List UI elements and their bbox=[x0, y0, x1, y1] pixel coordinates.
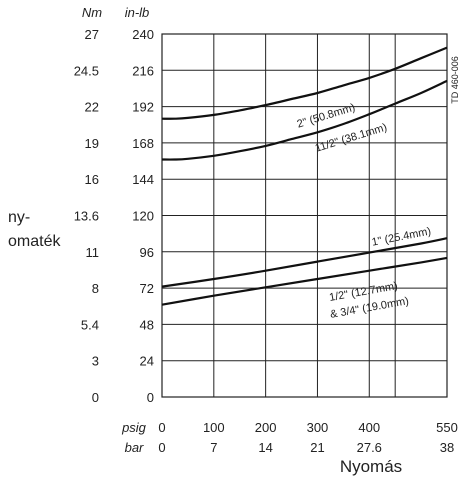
y-tick-inlb-5: 120 bbox=[132, 209, 154, 224]
y-tick-inlb-2: 48 bbox=[140, 317, 154, 332]
y-tick-nm-6: 16 bbox=[85, 172, 99, 187]
x-tick-psig-1: 100 bbox=[203, 420, 225, 435]
y-tick-nm-10: 27 bbox=[85, 27, 99, 42]
y-tick-inlb-10: 240 bbox=[132, 27, 154, 42]
x-tick-psig-5: 550 bbox=[436, 420, 458, 435]
series-line-1 bbox=[161, 79, 448, 161]
x-tick-bar-4: 27.6 bbox=[357, 440, 382, 455]
doc-code: TD 460-006 bbox=[450, 56, 460, 104]
curve-label-0: 2" (50.8mm) bbox=[296, 102, 357, 131]
y-tick-nm-1: 3 bbox=[92, 354, 99, 369]
x-tick-psig-0: 0 bbox=[158, 420, 165, 435]
y-tick-inlb-1: 24 bbox=[140, 354, 154, 369]
y-tick-nm-8: 22 bbox=[85, 100, 99, 115]
y-tick-nm-7: 19 bbox=[85, 136, 99, 151]
y-tick-inlb-6: 144 bbox=[132, 172, 154, 187]
x-tick-bar-1: 7 bbox=[210, 440, 217, 455]
y-tick-inlb-0: 0 bbox=[147, 390, 154, 405]
series-line-3 bbox=[161, 256, 448, 306]
y-tick-inlb-7: 168 bbox=[132, 136, 154, 151]
x-unit-psig: psig bbox=[121, 420, 147, 435]
x-tick-bar-0: 0 bbox=[158, 440, 165, 455]
y-tick-nm-9: 24.5 bbox=[74, 63, 99, 78]
y-tick-nm-2: 5.4 bbox=[81, 317, 99, 332]
y-axis-title-line-1: ny- bbox=[8, 209, 30, 226]
y-tick-inlb-4: 96 bbox=[140, 245, 154, 260]
y-tick-nm-0: 0 bbox=[92, 390, 99, 405]
curve-label-2: 1" (25.4mm) bbox=[371, 225, 432, 248]
x-unit-bar: bar bbox=[125, 440, 144, 455]
plot-frame bbox=[161, 33, 448, 398]
series-line-0 bbox=[161, 46, 448, 120]
y-tick-inlb-9: 216 bbox=[132, 63, 154, 78]
x-tick-bar-5: 38 bbox=[440, 440, 454, 455]
y-unit-nm: Nm bbox=[82, 5, 102, 20]
x-axis-title: Nyomás bbox=[340, 457, 402, 476]
curve-label-1: 11/2" (38.1mm) bbox=[314, 121, 389, 154]
y-tick-nm-4: 11 bbox=[86, 245, 100, 260]
y-axis-title-line-2: omaték bbox=[8, 233, 61, 250]
y-tick-inlb-3: 72 bbox=[140, 281, 154, 296]
curve-layer bbox=[161, 46, 448, 306]
y-unit-inlb: in-lb bbox=[125, 5, 150, 20]
y-tick-inlb-8: 192 bbox=[132, 100, 154, 115]
x-tick-psig-2: 200 bbox=[255, 420, 277, 435]
x-tick-bar-3: 21 bbox=[310, 440, 324, 455]
y-tick-nm-5: 13.6 bbox=[74, 209, 99, 224]
grid-layer bbox=[161, 33, 448, 398]
x-tick-bar-2: 14 bbox=[258, 440, 272, 455]
series-line-2 bbox=[161, 237, 448, 288]
x-tick-psig-4: 400 bbox=[358, 420, 380, 435]
x-tick-psig-3: 300 bbox=[307, 420, 329, 435]
y-tick-nm-3: 8 bbox=[92, 281, 99, 296]
